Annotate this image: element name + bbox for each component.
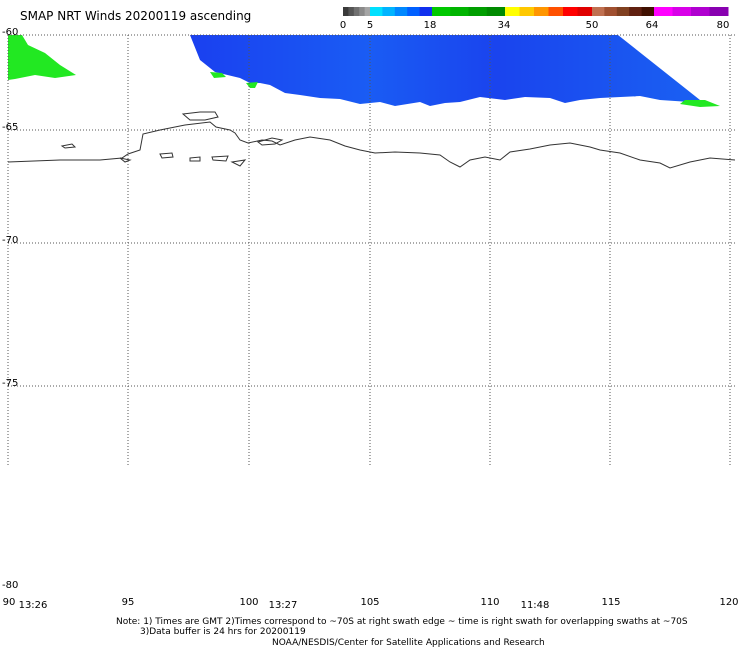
colorbar-label-80: 80 <box>716 20 730 31</box>
lon-label-120: 120 <box>719 597 739 608</box>
colorbar-label-5: 5 <box>366 20 374 31</box>
colorbar-swatch-3-2 <box>534 7 549 16</box>
note-line-2: 3)Data buffer is 24 hrs for 20200119 <box>140 627 306 637</box>
colorbar-swatch-1-3 <box>407 7 421 16</box>
time-label-1: 13:26 <box>18 600 48 611</box>
colorbar-label-50: 50 <box>585 20 599 31</box>
lon-label-105: 105 <box>360 597 380 608</box>
coastline <box>7 111 736 169</box>
colorbar-swatch-3-1 <box>519 7 535 16</box>
colorbar-swatch-5-2 <box>691 7 710 16</box>
lat-label-75: -75 <box>2 378 19 389</box>
colorbar-swatch-3-5 <box>577 7 593 16</box>
colorbar-swatch-1-1 <box>382 7 396 16</box>
colorbar-swatch-5-0 <box>654 7 673 16</box>
map-title: SMAP NRT Winds 20200119 ascending <box>20 9 252 23</box>
colorbar-swatch-4-2 <box>616 7 630 16</box>
colorbar-label-34: 34 <box>497 20 511 31</box>
colorbar-swatch-0-3 <box>359 7 366 16</box>
time-label-3: 11:48 <box>520 600 550 611</box>
grid-lines <box>7 34 735 465</box>
colorbar-swatch-2-1 <box>450 7 469 16</box>
colorbar-swatch-0-0 <box>343 7 349 16</box>
colorbar-label-18: 18 <box>423 20 437 31</box>
high-wind-patch-east <box>680 100 720 107</box>
colorbar-swatch-4-0 <box>592 7 605 16</box>
colorbar-swatch-5-1 <box>672 7 692 16</box>
high-wind-patch-west <box>8 35 76 80</box>
colorbar-swatch-2-3 <box>486 7 506 16</box>
colorbar-swatch-0-1 <box>348 7 355 16</box>
colorbar-swatch-0-2 <box>353 7 360 16</box>
high-wind-patch-mid <box>210 72 226 78</box>
lon-label-110: 110 <box>480 597 500 608</box>
colorbar-swatch-2-2 <box>468 7 488 16</box>
colorbar-swatch-5-3 <box>709 7 729 16</box>
colorbar-swatch-3-3 <box>548 7 564 16</box>
colorbar-swatch-1-0 <box>370 7 383 16</box>
lon-label-100: 100 <box>239 597 259 608</box>
colorbar-swatch-2-0 <box>432 7 451 16</box>
colorbar-swatch-4-1 <box>604 7 618 16</box>
note-line-1: Note: 1) Times are GMT 2)Times correspon… <box>116 617 688 627</box>
colorbar-label-64: 64 <box>645 20 659 31</box>
colorbar-swatch-4-3 <box>629 7 643 16</box>
colorbar-swatch-1-2 <box>394 7 408 16</box>
wind-swath <box>190 35 700 106</box>
colorbar-swatch-4-4 <box>641 7 655 16</box>
colorbar-swatch-3-0 <box>505 7 520 16</box>
colorbar-label-0: 0 <box>339 20 347 31</box>
note-line-3: NOAA/NESDIS/Center for Satellite Applica… <box>272 638 545 648</box>
lon-label-95: 95 <box>121 597 135 608</box>
lat-label-70: -70 <box>2 235 19 246</box>
time-label-2: 13:27 <box>268 600 298 611</box>
colorbar-swatch-0-4 <box>364 7 371 16</box>
lon-label-90: 90 <box>2 597 16 608</box>
color-bar <box>343 7 729 16</box>
lat-label-60: -60 <box>2 27 19 38</box>
high-wind-patch-mid2 <box>246 82 258 88</box>
lat-label-65: -65 <box>2 122 19 133</box>
lon-label-115: 115 <box>601 597 621 608</box>
lat-label-80: -80 <box>2 580 19 591</box>
colorbar-swatch-1-4 <box>419 7 433 16</box>
colorbar-swatch-3-4 <box>563 7 578 16</box>
